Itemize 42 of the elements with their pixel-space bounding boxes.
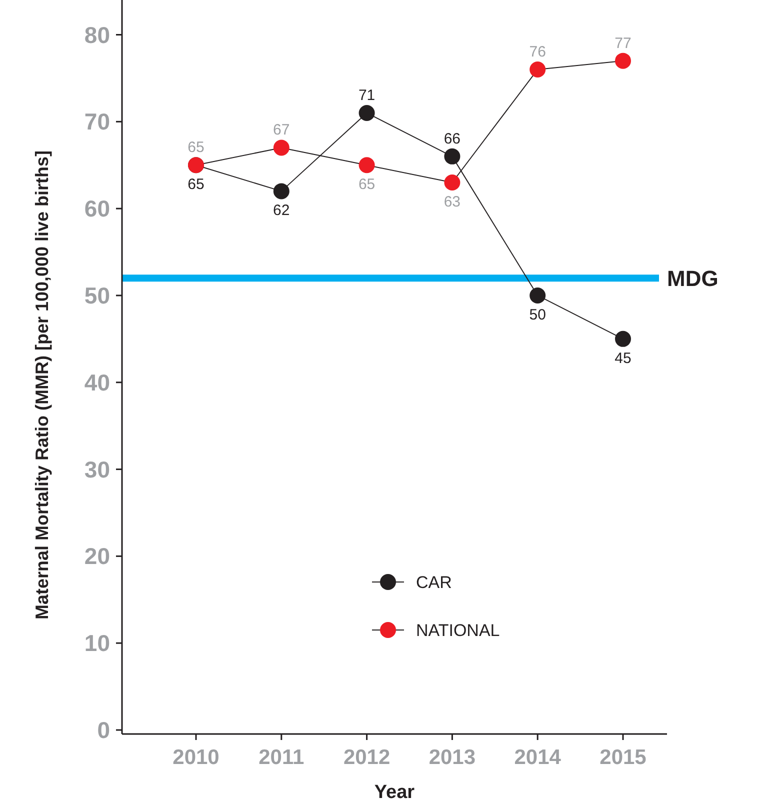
data-label: 63 [444, 194, 461, 210]
data-label: 71 [358, 86, 376, 104]
x-tick-label: 2015 [600, 746, 647, 769]
data-label: 65 [188, 176, 204, 194]
y-tick-label: 40 [84, 369, 110, 396]
x-tick-label: 2010 [172, 746, 220, 769]
y-tick-label: 10 [84, 630, 110, 656]
data-label: 66 [444, 130, 461, 148]
data-label: 45 [614, 350, 632, 367]
x-axis-title: Year [374, 782, 416, 802]
data-label: 65 [358, 176, 376, 194]
data-label: 76 [529, 44, 546, 61]
y-tick-label: 30 [84, 456, 110, 482]
data-label: 77 [614, 34, 632, 52]
y-tick-label: 60 [84, 196, 110, 222]
point [615, 52, 631, 69]
x-tick-label: 2013 [428, 746, 476, 769]
point [273, 140, 290, 156]
point [615, 330, 631, 347]
legend-label: CAR [416, 573, 452, 592]
point [444, 174, 460, 190]
point [358, 104, 375, 121]
y-tick-label: 70 [84, 108, 110, 135]
data-label: 62 [273, 202, 290, 220]
x-tick-label: 2012 [343, 746, 390, 769]
y-tick-label: 20 [84, 543, 110, 570]
legend-label: NATIONAL [416, 621, 500, 640]
point [530, 62, 546, 78]
y-axis-title: Maternal Mortality Ratio (MMR) [per 100,000 live births] [32, 150, 52, 620]
x-tick-label: 2011 [258, 746, 304, 769]
data-label: 67 [273, 122, 290, 139]
data-label: 50 [529, 306, 546, 324]
y-tick-label: 0 [97, 717, 110, 743]
y-tick-label: 80 [84, 22, 110, 48]
ref-line-label: MDG [667, 266, 718, 292]
point [444, 148, 460, 164]
point [358, 157, 375, 174]
point [530, 287, 546, 304]
y-tick-label: 50 [84, 282, 110, 308]
x-tick-label: 2014 [514, 746, 562, 769]
data-label: 65 [188, 139, 204, 156]
point [273, 183, 290, 200]
